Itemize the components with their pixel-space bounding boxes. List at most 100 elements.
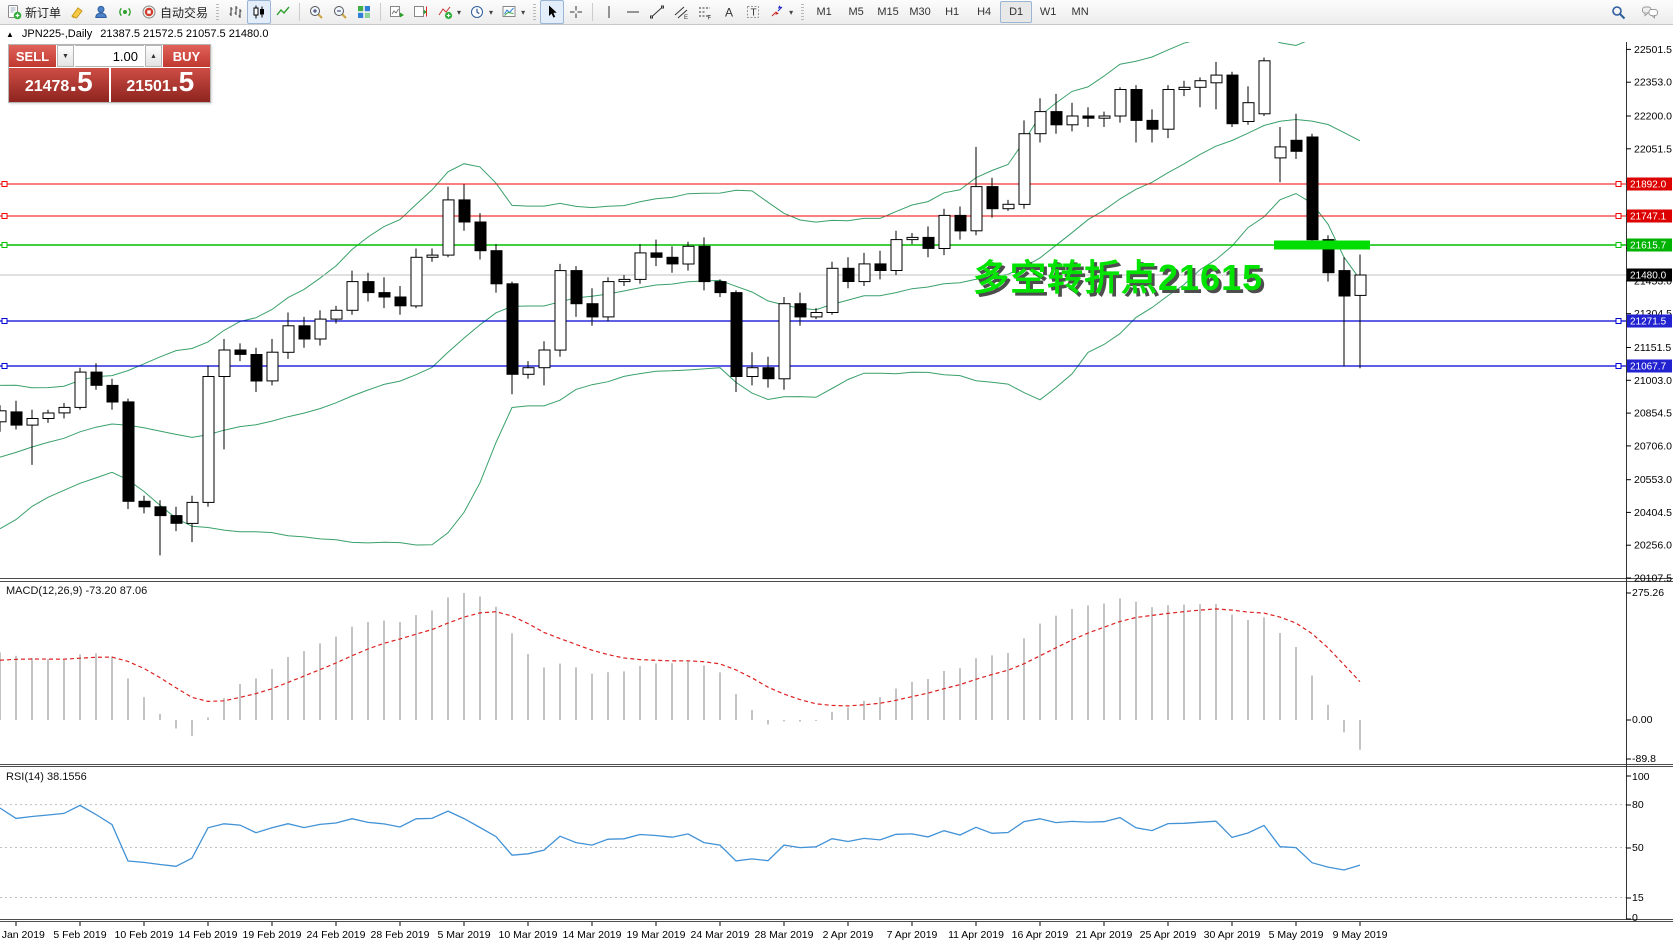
text-label-button[interactable]: T	[741, 0, 765, 24]
candle-body	[730, 292, 743, 378]
candle-body	[1354, 274, 1367, 296]
styler-button[interactable]	[65, 0, 89, 24]
chart-annotation-text[interactable]: 多空转折点21615	[973, 257, 1264, 298]
price-level-label-box	[1627, 238, 1672, 252]
bar-chart-button[interactable]	[223, 0, 247, 24]
templates-button[interactable]: ▾	[497, 0, 529, 24]
volume-input[interactable]: 1.00	[75, 45, 144, 67]
crosshair-icon	[570, 6, 583, 18]
auto-scroll-icon	[390, 6, 405, 18]
autotrading-button[interactable]: 自动交易	[137, 0, 212, 24]
candle-body	[1146, 119, 1159, 130]
indicators-button[interactable]: ▾	[433, 0, 465, 24]
timeframe-m30-button[interactable]: M30	[909, 6, 931, 18]
line-handle[interactable]	[1615, 363, 1622, 369]
horizontal-line-button[interactable]	[621, 0, 645, 24]
time-axis[interactable]: 31 Jan 2019 5 Feb 2019 10 Feb 2019 14 Feb 2…	[0, 922, 1388, 941]
line-handle[interactable]	[1, 213, 8, 219]
symbol-title: JPN225-,Daily	[21, 28, 93, 40]
signal-icon	[119, 7, 131, 17]
channel-button[interactable]: E	[669, 0, 693, 24]
candle-body	[426, 254, 439, 258]
toolbar-grip	[533, 4, 537, 20]
svg-text:F: F	[708, 16, 712, 21]
fibonacci-button[interactable]: F	[693, 0, 717, 24]
candle-body	[1130, 89, 1143, 121]
text-button[interactable]: A	[717, 0, 741, 24]
timeframe-m1-button[interactable]: M1	[816, 6, 832, 18]
chat-icon	[1642, 6, 1658, 19]
chart-shift-button[interactable]	[409, 0, 433, 24]
price-level-label: 21067.7	[1630, 362, 1667, 373]
candle-body	[570, 270, 583, 305]
navigator-button[interactable]	[89, 0, 113, 24]
autotrading-icon	[142, 5, 156, 19]
volume-decrease-button[interactable]: ▼	[57, 45, 74, 67]
candle-body	[90, 371, 103, 386]
price-axis[interactable]: 22501.522353.022200.022051.521903.021754…	[1626, 44, 1672, 585]
buy-button[interactable]: BUY	[163, 45, 210, 67]
bollinger-band-line	[0, 42, 1306, 389]
line-handle[interactable]	[1615, 181, 1622, 187]
sell-price[interactable]: 21478 .5	[9, 68, 109, 102]
line-handle[interactable]	[1, 318, 8, 324]
timeframe-d1-button[interactable]: D1	[1000, 1, 1033, 23]
buy-price-pips: .5	[170, 66, 195, 97]
bollinger-band-line	[0, 118, 1361, 458]
expand-panel-icon[interactable]: ▲	[6, 29, 14, 39]
periods-button[interactable]: ▾	[465, 0, 497, 24]
price-tick-label: 20107.5	[1634, 573, 1672, 585]
auto-scroll-button[interactable]	[385, 0, 409, 24]
timeframe-h1-button[interactable]: H1	[945, 6, 960, 18]
line-handle[interactable]	[1615, 242, 1622, 248]
candle-body	[794, 303, 807, 318]
candle-body	[186, 501, 199, 524]
price-tick-label: 22353.0	[1634, 77, 1672, 89]
signals-button[interactable]	[113, 0, 137, 24]
rsi-axis-15: 15	[1632, 892, 1644, 904]
timeframe-mn-button[interactable]: MN	[1071, 6, 1089, 18]
vertical-line-button[interactable]	[597, 0, 621, 24]
level-highlight-bar[interactable]	[1274, 240, 1370, 250]
buy-price[interactable]: 21501 .5	[110, 66, 210, 102]
arrows-button[interactable]: ▾	[765, 0, 797, 24]
candle-body	[1162, 89, 1175, 130]
toolbar-grip	[801, 4, 805, 20]
zoom-in-button[interactable]	[304, 0, 328, 24]
candle-body	[490, 250, 503, 285]
candle-body	[1306, 136, 1319, 241]
timeframe-w1-button[interactable]: W1	[1039, 6, 1057, 18]
chart-title-bar: ▲ JPN225-,Daily 21387.5 21572.5 21057.5 …	[6, 28, 268, 40]
time-tick-label: 14 Mar 2019	[563, 929, 622, 941]
trendline-button[interactable]	[645, 0, 669, 24]
candle-body	[650, 252, 663, 258]
time-tick-label: 25 Apr 2019	[1140, 929, 1197, 941]
candle-body	[154, 506, 167, 517]
volume-increase-button[interactable]: ▲	[145, 45, 162, 67]
new-order-button[interactable]: 新订单	[2, 0, 65, 24]
line-handle[interactable]	[1615, 318, 1622, 324]
search-button[interactable]	[1606, 0, 1631, 24]
candlestick-chart-button[interactable]	[247, 0, 272, 24]
price-level-label-box	[1627, 314, 1672, 328]
line-handle[interactable]	[1, 181, 8, 187]
horizontal-level-lines[interactable]	[0, 181, 1626, 369]
sell-button[interactable]: SELL	[9, 45, 56, 67]
toolbar-separator	[299, 3, 301, 21]
candle-body	[698, 245, 711, 283]
timeframe-h4-button[interactable]: H4	[977, 6, 992, 18]
cursor-button[interactable]	[540, 0, 565, 24]
zoom-out-button[interactable]	[328, 0, 352, 24]
crosshair-button[interactable]	[564, 0, 588, 24]
timeframe-m5-button[interactable]: M5	[848, 6, 864, 18]
timeframe-m15-button[interactable]: M15	[877, 6, 899, 18]
macd-axis-max: 275.26	[1632, 587, 1664, 599]
line-handle[interactable]	[1, 242, 8, 248]
line-handle[interactable]	[1, 363, 8, 369]
candle-body	[538, 349, 551, 369]
line-chart-button[interactable]	[271, 0, 295, 24]
tile-windows-button[interactable]	[352, 0, 376, 24]
chat-button[interactable]	[1637, 0, 1663, 24]
line-handle[interactable]	[1615, 213, 1622, 219]
